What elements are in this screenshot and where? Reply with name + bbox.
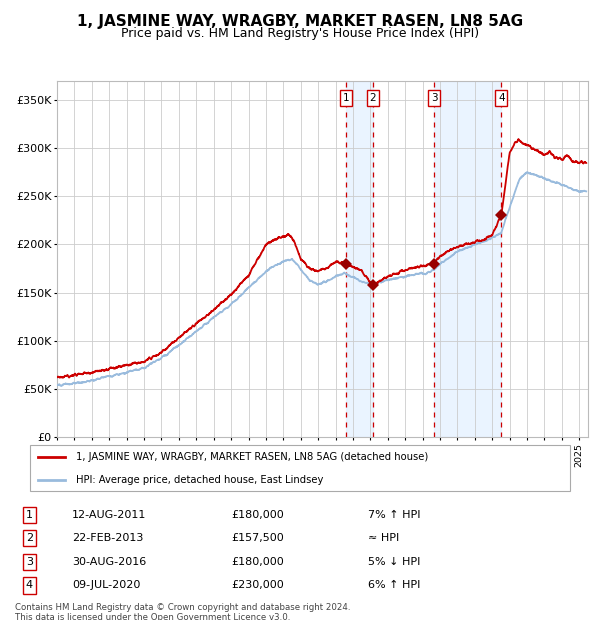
Bar [346,81,373,437]
Text: HPI: Average price, detached house, East Lindsey: HPI: Average price, detached house, East… [76,475,323,485]
Text: Price paid vs. HM Land Registry's House Price Index (HPI): Price paid vs. HM Land Registry's House … [121,27,479,40]
Text: £230,000: £230,000 [232,580,284,590]
Text: 1, JASMINE WAY, WRAGBY, MARKET RASEN, LN8 5AG: 1, JASMINE WAY, WRAGBY, MARKET RASEN, LN… [77,14,523,29]
Text: 1: 1 [343,93,350,103]
Text: Contains HM Land Registry data © Crown copyright and database right 2024.
This d: Contains HM Land Registry data © Crown c… [15,603,350,620]
Text: 22-FEB-2013: 22-FEB-2013 [72,533,143,543]
Text: 6% ↑ HPI: 6% ↑ HPI [368,580,421,590]
Text: 4: 4 [26,580,33,590]
Text: £157,500: £157,500 [232,533,284,543]
Text: 09-JUL-2020: 09-JUL-2020 [72,580,140,590]
Text: 5% ↓ HPI: 5% ↓ HPI [368,557,421,567]
Text: 1, JASMINE WAY, WRAGBY, MARKET RASEN, LN8 5AG (detached house): 1, JASMINE WAY, WRAGBY, MARKET RASEN, LN… [76,452,428,462]
Text: 1: 1 [26,510,33,520]
Text: 2: 2 [370,93,376,103]
Bar [434,81,501,437]
Text: ≈ HPI: ≈ HPI [368,533,400,543]
Text: 4: 4 [498,93,505,103]
Text: £180,000: £180,000 [232,557,284,567]
Text: 3: 3 [431,93,437,103]
Text: 3: 3 [26,557,33,567]
Text: 7% ↑ HPI: 7% ↑ HPI [368,510,421,520]
Text: 30-AUG-2016: 30-AUG-2016 [72,557,146,567]
Text: £180,000: £180,000 [232,510,284,520]
FancyBboxPatch shape [30,445,570,491]
Text: 2: 2 [26,533,33,543]
Text: 12-AUG-2011: 12-AUG-2011 [72,510,146,520]
